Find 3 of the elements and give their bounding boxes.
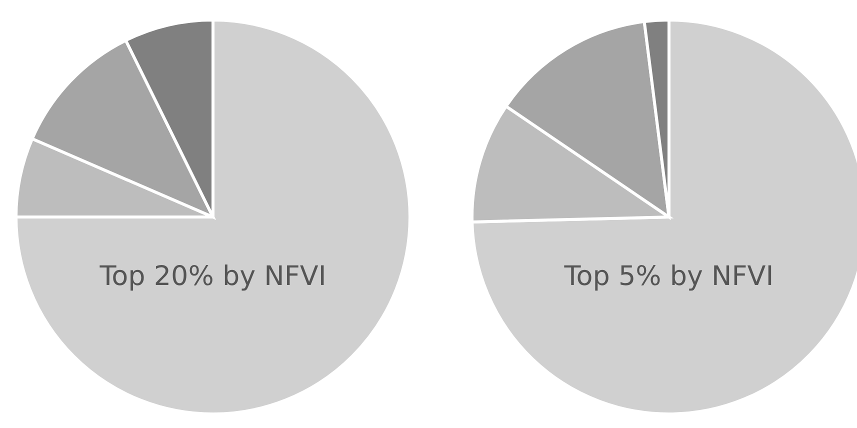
slice-label: Top 5% by NFVI [563, 261, 774, 292]
pie-slice [14, 18, 412, 416]
slice-label: Top 20% by NFVI [98, 261, 326, 292]
